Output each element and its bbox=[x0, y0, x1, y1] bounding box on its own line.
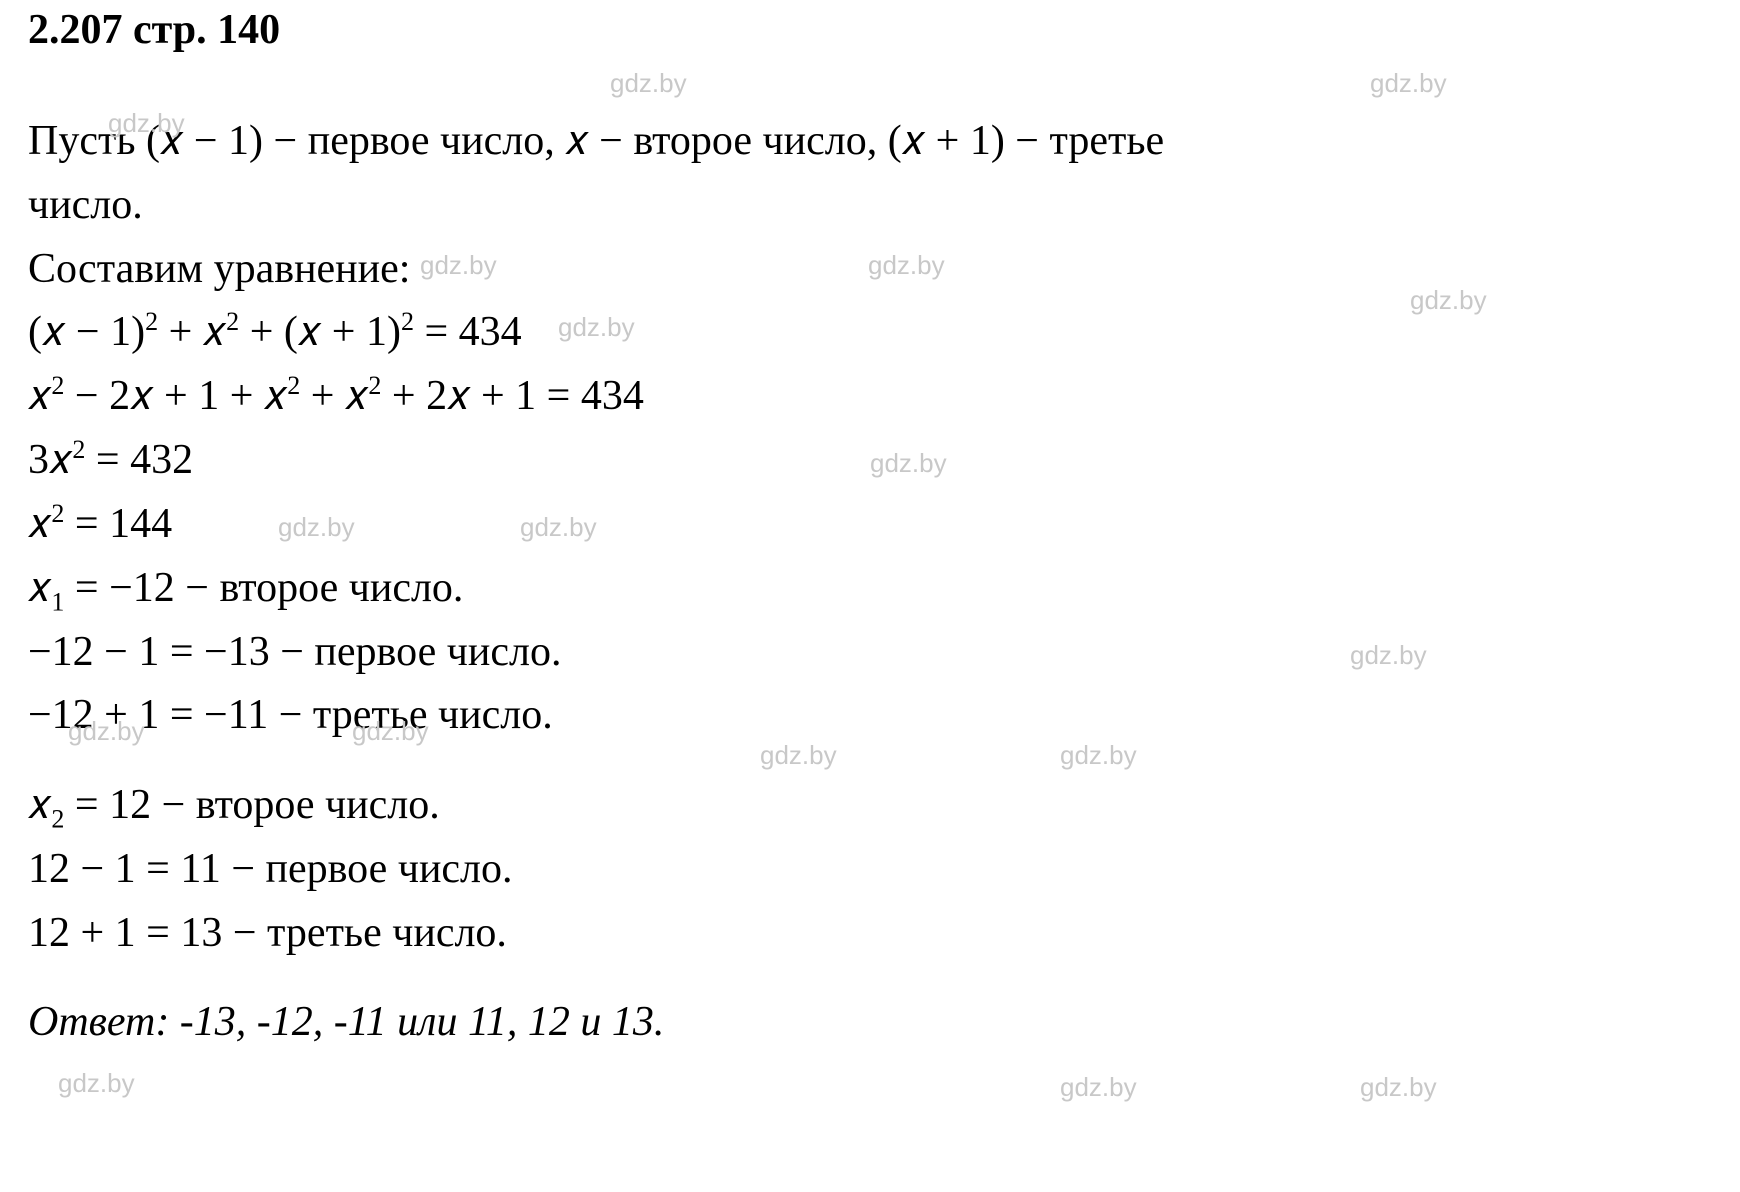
watermark: gdz.by bbox=[1060, 1072, 1137, 1103]
eq-part: = −12 − второе число. bbox=[64, 565, 463, 611]
eq-part: + 𝑥 bbox=[300, 373, 368, 419]
exponent: 2 bbox=[226, 307, 239, 336]
exponent: 2 bbox=[287, 371, 300, 400]
text-line: 12 + 1 = 13 − третье число. bbox=[28, 902, 1708, 966]
eq-part: = 434 bbox=[414, 309, 522, 355]
eq-part: + 2𝑥 + 1 = 434 bbox=[381, 373, 643, 419]
text-line: −12 − 1 = −13 − первое число. bbox=[28, 621, 1708, 685]
exponent: 2 bbox=[368, 371, 381, 400]
equation-line: (𝑥 − 1)2 + 𝑥2 + (𝑥 + 1)2 = 434 bbox=[28, 301, 1708, 365]
answer-line: Ответ: -13, -12, -11 или 11, 12 и 13. bbox=[28, 998, 1708, 1046]
exponent: 2 bbox=[51, 499, 64, 528]
eq-part: = 12 − второе число. bbox=[64, 782, 439, 828]
equation-line: 𝑥1 = −12 − второе число. bbox=[28, 557, 1708, 621]
eq-part: 𝑥 bbox=[28, 501, 51, 547]
eq-part: = 432 bbox=[85, 437, 193, 483]
eq-part: (𝑥 − 1) bbox=[28, 309, 145, 355]
exponent: 2 bbox=[72, 435, 85, 464]
watermark: gdz.by bbox=[1360, 1072, 1437, 1103]
subscript: 2 bbox=[51, 805, 64, 834]
eq-part: 𝑥 bbox=[28, 782, 51, 828]
eq-part: + (𝑥 + 1) bbox=[239, 309, 401, 355]
math-solution: 2.207 стр. 140 Пусть (𝑥 − 1) − первое чи… bbox=[28, 6, 1708, 1046]
equation-line: 𝑥2 = 144 bbox=[28, 493, 1708, 557]
text-line: −12 + 1 = −11 − третье число. bbox=[28, 684, 1708, 748]
exponent: 2 bbox=[401, 307, 414, 336]
equation-line: 𝑥2 − 2𝑥 + 1 + 𝑥2 + 𝑥2 + 2𝑥 + 1 = 434 bbox=[28, 365, 1708, 429]
text-line: число. bbox=[28, 174, 1708, 238]
eq-part: 3𝑥 bbox=[28, 437, 72, 483]
eq-part: = 144 bbox=[64, 501, 172, 547]
exponent: 2 bbox=[51, 371, 64, 400]
eq-part: 𝑥 bbox=[28, 373, 51, 419]
text-line: Пусть (𝑥 − 1) − первое число, 𝑥 − второе… bbox=[28, 110, 1708, 174]
subscript: 1 bbox=[51, 587, 64, 616]
exponent: 2 bbox=[145, 307, 158, 336]
text-line: 12 − 1 = 11 − первое число. bbox=[28, 838, 1708, 902]
text-line: Составим уравнение: bbox=[28, 238, 1708, 302]
eq-part: 𝑥 bbox=[28, 565, 51, 611]
problem-title: 2.207 стр. 140 bbox=[28, 6, 1708, 54]
equation-line: 3𝑥2 = 432 bbox=[28, 429, 1708, 493]
eq-part: + 𝑥 bbox=[158, 309, 226, 355]
watermark: gdz.by bbox=[58, 1068, 135, 1099]
eq-part: − 2𝑥 + 1 + 𝑥 bbox=[64, 373, 287, 419]
equation-line: 𝑥2 = 12 − второе число. bbox=[28, 774, 1708, 838]
